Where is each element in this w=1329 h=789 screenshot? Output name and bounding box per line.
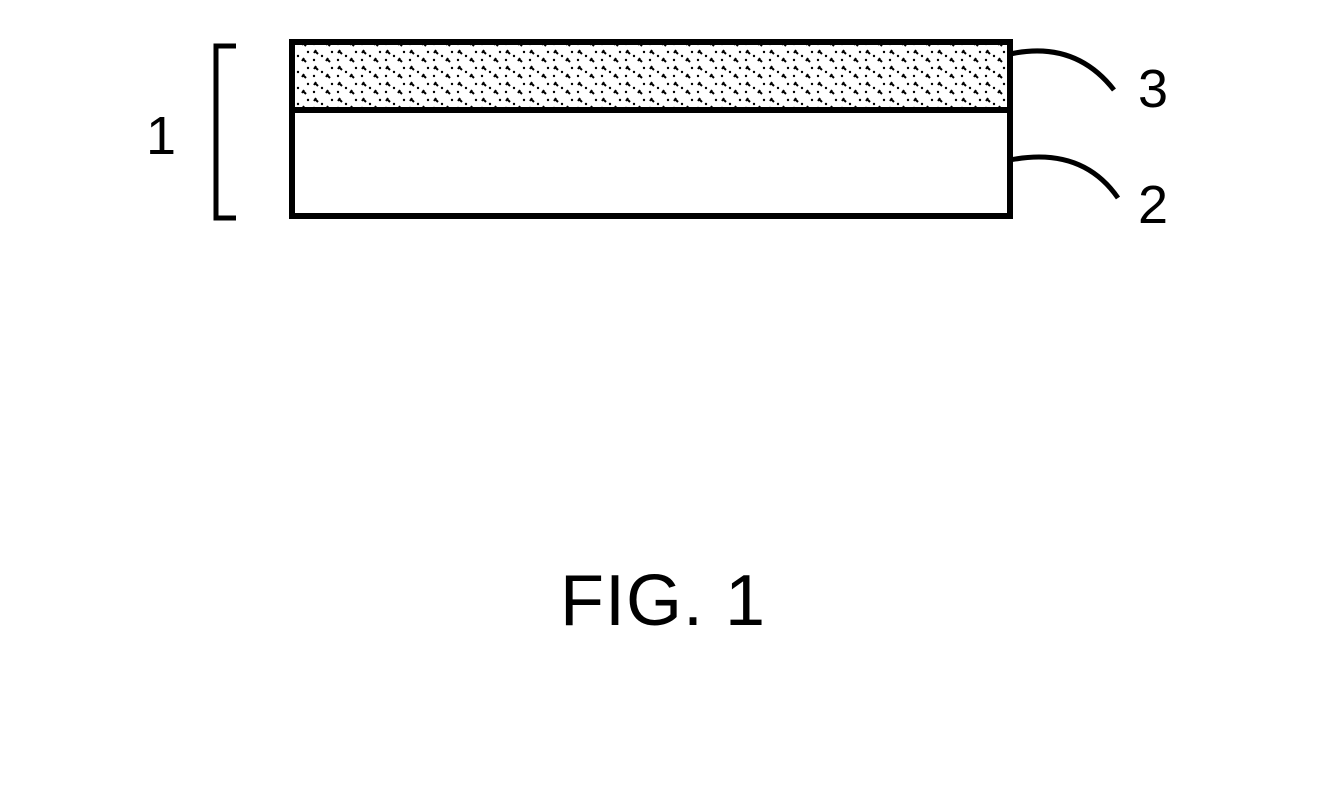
- layer-bottom: [295, 113, 1007, 213]
- leader-3: [1010, 51, 1114, 90]
- layer-top: [295, 45, 1007, 110]
- label-2: 2: [1138, 174, 1168, 236]
- label-3: 3: [1138, 58, 1168, 120]
- figure-caption: FIG. 1: [560, 560, 766, 642]
- figure-svg: [0, 0, 1329, 789]
- figure-1: 1 3 2 FIG. 1: [0, 0, 1329, 789]
- label-assembly: 1: [146, 105, 176, 167]
- leader-2: [1010, 157, 1118, 198]
- bracket: [216, 46, 236, 218]
